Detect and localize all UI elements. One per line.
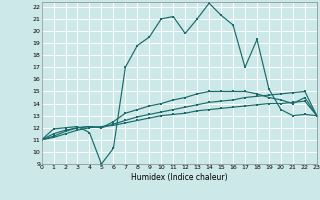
X-axis label: Humidex (Indice chaleur): Humidex (Indice chaleur) xyxy=(131,173,228,182)
